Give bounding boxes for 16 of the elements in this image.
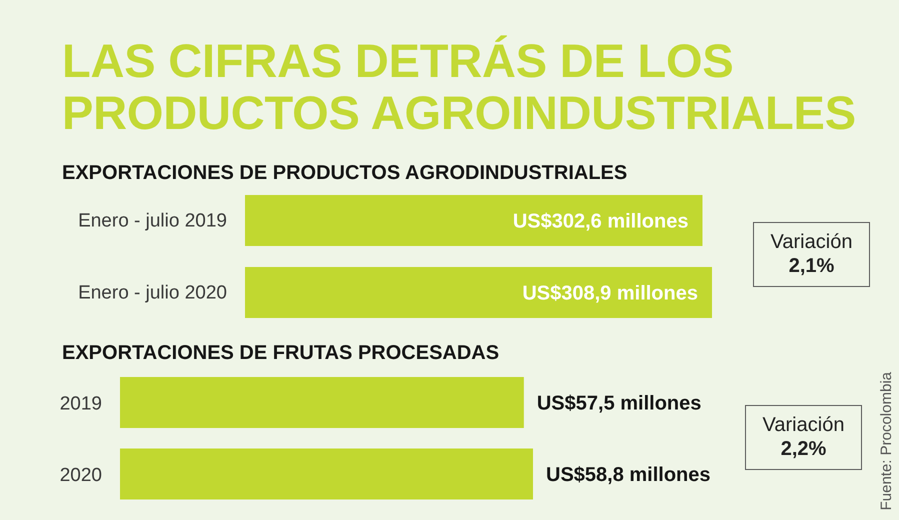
text: Variación: [770, 231, 854, 253]
source-note: Fuente: Procolombia: [878, 372, 896, 510]
data-label: US$308,9 millones: [522, 282, 698, 305]
y-tick-label: 2019: [60, 393, 102, 414]
data-label: US$58,8 millones: [546, 464, 711, 486]
text: 2,2%: [780, 438, 828, 460]
y-tick-label: Enero - julio 2019: [78, 210, 227, 232]
y-tick-label: 2020: [60, 464, 102, 486]
chart-title: LAS CIFRAS DETRÁS DE LOS PRODUCTOS AGROINDUSTRIALES: [62, 34, 857, 139]
text: Variación: [762, 414, 846, 436]
data-label: US$302,6 millones: [512, 210, 688, 233]
text: 2,1%: [788, 255, 836, 277]
data-label: US$57,5 millones: [536, 392, 702, 415]
chart-title: EXPORTACIONES DE FRUTAS PROCESADAS: [62, 341, 500, 365]
y-tick-label: Enero - julio 2020: [78, 282, 227, 304]
chart-subtitle: EXPORTACIONES DE PRODUCTOS AGRODINDUSTRIALES: [62, 161, 628, 185]
